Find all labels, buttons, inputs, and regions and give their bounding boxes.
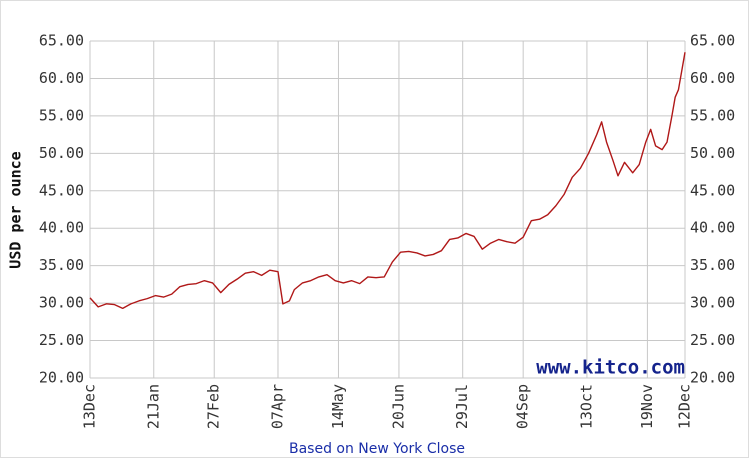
x-tick-label: 07Apr <box>268 384 286 429</box>
y-tick-label: 30.00 <box>39 294 84 312</box>
y-tick-label-right: 40.00 <box>690 219 735 237</box>
x-tick-label: 13Dec <box>81 384 99 429</box>
y-axis-label: USD per ounce <box>7 151 25 268</box>
x-tick-label: 19Nov <box>638 384 656 429</box>
x-tick-label: 04Sep <box>514 384 532 429</box>
x-tick-label: 14May <box>329 384 347 429</box>
y-tick-label-right: 50.00 <box>690 144 735 162</box>
watermark: www.kitco.com <box>536 357 685 379</box>
y-tick-label-right: 30.00 <box>690 294 735 312</box>
price-line <box>89 52 686 310</box>
y-tick-label-right: 55.00 <box>690 106 735 124</box>
x-axis-label: Based on New York Close <box>289 441 465 457</box>
y-tick-label: 45.00 <box>39 181 84 199</box>
y-tick-label-right: 60.00 <box>690 69 735 87</box>
y-tick-label: 55.00 <box>39 106 84 124</box>
y-tick-label-right: 65.00 <box>690 32 735 50</box>
x-tick-label: 20Jun <box>389 384 407 429</box>
x-tick-label: 27Feb <box>205 384 223 429</box>
y-tick-label-right: 25.00 <box>690 331 735 349</box>
y-tick-label-right: 35.00 <box>690 256 735 274</box>
y-tick-label: 65.00 <box>39 32 84 50</box>
y-tick-label: 20.00 <box>39 369 84 387</box>
x-tick-label: 21Jan <box>144 384 162 429</box>
y-tick-label: 60.00 <box>39 69 84 87</box>
y-tick-label-right: 20.00 <box>690 369 735 387</box>
y-tick-label: 35.00 <box>39 256 84 274</box>
y-tick-label-right: 45.00 <box>690 181 735 199</box>
y-tick-label: 40.00 <box>39 219 84 237</box>
x-tick-label: 12Dec <box>676 384 694 429</box>
x-tick-label: 13Oct <box>577 384 595 429</box>
y-tick-label: 50.00 <box>39 144 84 162</box>
x-tick-label: 29Jul <box>453 384 471 429</box>
y-tick-label: 25.00 <box>39 331 84 349</box>
